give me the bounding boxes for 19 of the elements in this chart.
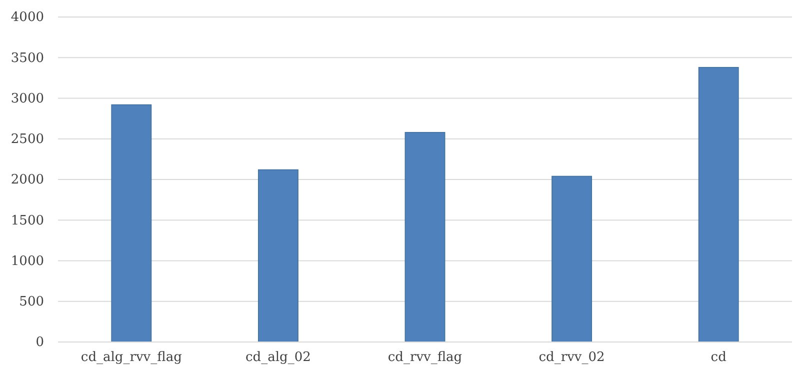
y-tick-label: 4000 <box>10 10 44 26</box>
y-tick-label: 3500 <box>10 50 44 66</box>
bar <box>404 132 446 342</box>
y-tick-label: 0 <box>36 335 44 350</box>
x-tick-label: cd_alg_rvv_flag <box>80 350 182 366</box>
y-tick-label: 1000 <box>10 254 44 269</box>
y-tick-label: 2000 <box>10 172 44 188</box>
bar <box>552 176 592 342</box>
x-tick-label: cd_rvv_02 <box>538 350 605 366</box>
y-tick-label: 500 <box>19 294 44 310</box>
y-tick-label: 3000 <box>10 91 44 106</box>
x-tick-label: cd <box>710 350 726 366</box>
bar <box>258 169 298 342</box>
x-tick-label: cd_rvv_flag <box>388 350 462 366</box>
bar <box>111 104 152 342</box>
y-tick-label: 2500 <box>10 132 44 148</box>
bar <box>698 66 739 342</box>
y-tick-label: 1500 <box>10 213 44 228</box>
x-tick-label: cd_alg_02 <box>246 350 311 366</box>
